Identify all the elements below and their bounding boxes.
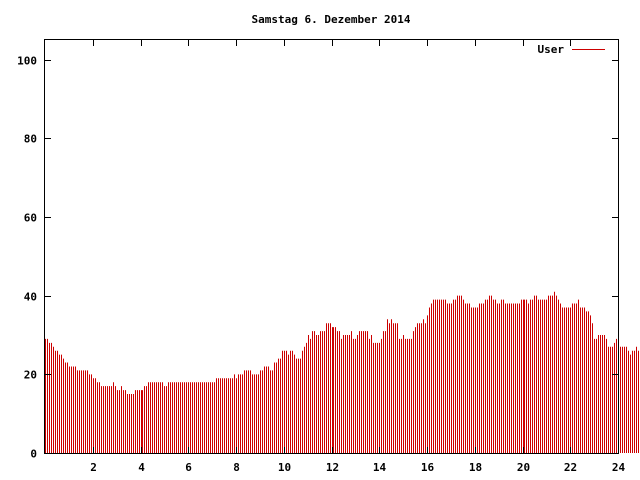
y-tick-label: 80 [24, 133, 37, 146]
y-tick-label: 40 [24, 291, 37, 304]
x-tick-label: 8 [233, 461, 240, 474]
x-tick-label: 12 [326, 461, 339, 474]
y-tick-label: 20 [24, 369, 37, 382]
bar-series [45, 291, 639, 453]
legend: User [538, 43, 605, 56]
y-tick-label: 0 [30, 448, 37, 461]
x-tick-label: 18 [469, 461, 482, 474]
y-tick-label: 100 [17, 55, 37, 68]
x-tick-label: 14 [373, 461, 387, 474]
x-axis: 2 4 6 8 10 12 14 16 18 20 22 24 [90, 40, 625, 474]
x-tick-label: 6 [185, 461, 192, 474]
x-tick-label: 16 [421, 461, 435, 474]
chart-title: Samstag 6. Dezember 2014 [252, 13, 411, 26]
y-tick-label: 60 [24, 212, 37, 225]
y-axis: 0 20 40 60 80 100 [17, 55, 618, 461]
plot-frame [44, 39, 619, 454]
x-tick-label: 24 [612, 461, 626, 474]
x-tick-label: 2 [90, 461, 97, 474]
x-tick-label: 4 [138, 461, 145, 474]
x-tick-label: 20 [517, 461, 530, 474]
legend-label-user: User [538, 43, 565, 56]
x-tick-label: 10 [278, 461, 291, 474]
x-tick-label: 22 [564, 461, 577, 474]
